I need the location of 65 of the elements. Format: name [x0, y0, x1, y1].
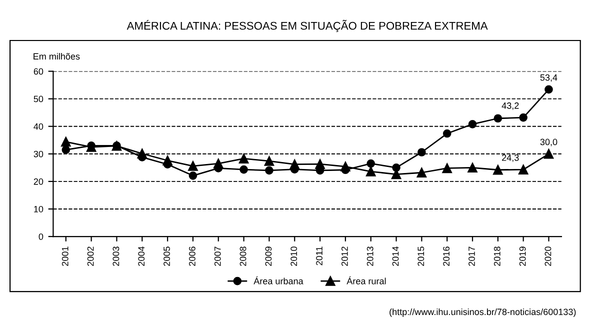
data-label: 30,0 [540, 138, 558, 146]
point [188, 171, 198, 180]
point [494, 114, 502, 123]
text: (http://www.ihu.unisinos.br/78-noticias/600133) [390, 308, 576, 317]
x-tick-label: 2020 [544, 246, 552, 266]
point [214, 158, 224, 168]
x-tick-label: 2013 [366, 246, 374, 266]
point [188, 161, 198, 171]
point [544, 85, 553, 94]
x-tick-label: 2012 [341, 246, 348, 266]
point [238, 154, 249, 164]
y-tick-label: 10 [34, 206, 44, 212]
y-tick-label: 40 [34, 123, 44, 130]
x-tick-label: 2014 [392, 246, 399, 266]
y-tick-label: 60 [34, 68, 44, 75]
y-tick-label: 0 [38, 233, 44, 240]
point [493, 165, 503, 175]
x-tick-label: 2016 [443, 246, 450, 266]
x-tick-label: 2010 [290, 246, 298, 266]
legend-label: Área rural [346, 276, 386, 284]
x-tick-label: 2009 [265, 246, 272, 266]
point [519, 113, 528, 122]
point [468, 162, 478, 173]
x-tick-label: 2008 [240, 246, 246, 266]
point [61, 136, 71, 147]
x-tick-label: 2015 [418, 246, 424, 266]
x-tick-label: 2004 [138, 246, 145, 266]
x-tick-label: 2003 [112, 246, 120, 266]
chart-title: AMÉRICA LATINA: PESSOAS EM SITUAÇÃO DE POBREZA EXTREMA [126, 20, 488, 32]
point [442, 163, 452, 174]
x-tick-label: 2017 [468, 246, 475, 266]
x-tick-label: 2019 [519, 246, 526, 266]
point [315, 159, 325, 169]
data-label: 53,4 [540, 74, 558, 82]
y-tick-label: 20 [34, 178, 44, 185]
point [62, 146, 70, 154]
x-tick-label: 2005 [164, 246, 170, 266]
point [162, 156, 172, 166]
point [468, 120, 477, 128]
point [418, 148, 426, 156]
x-tick-label: 2007 [214, 246, 221, 266]
point [518, 164, 528, 174]
y-tick-label: 30 [34, 150, 44, 158]
point [416, 168, 427, 178]
data-label: 43,2 [502, 102, 519, 110]
point [544, 149, 554, 159]
point [340, 162, 350, 172]
point [442, 129, 452, 138]
point [366, 159, 376, 168]
point [240, 165, 248, 174]
point [290, 160, 300, 170]
point [137, 148, 147, 158]
x-tick-label: 2002 [87, 246, 94, 266]
x-tick-label: 2001 [62, 246, 68, 266]
x-tick-label: 2006 [188, 246, 196, 266]
point [392, 164, 400, 172]
legend-label: Área urbana [254, 276, 304, 284]
y-axis-title: Em milhões [34, 52, 80, 60]
point [366, 166, 376, 176]
x-tick-label: 2018 [494, 246, 500, 266]
y-tick-label: 50 [34, 96, 44, 102]
point [264, 156, 274, 166]
x-tick-label: 2011 [316, 246, 322, 266]
point [265, 166, 274, 175]
data-label: 24,3 [502, 154, 519, 162]
